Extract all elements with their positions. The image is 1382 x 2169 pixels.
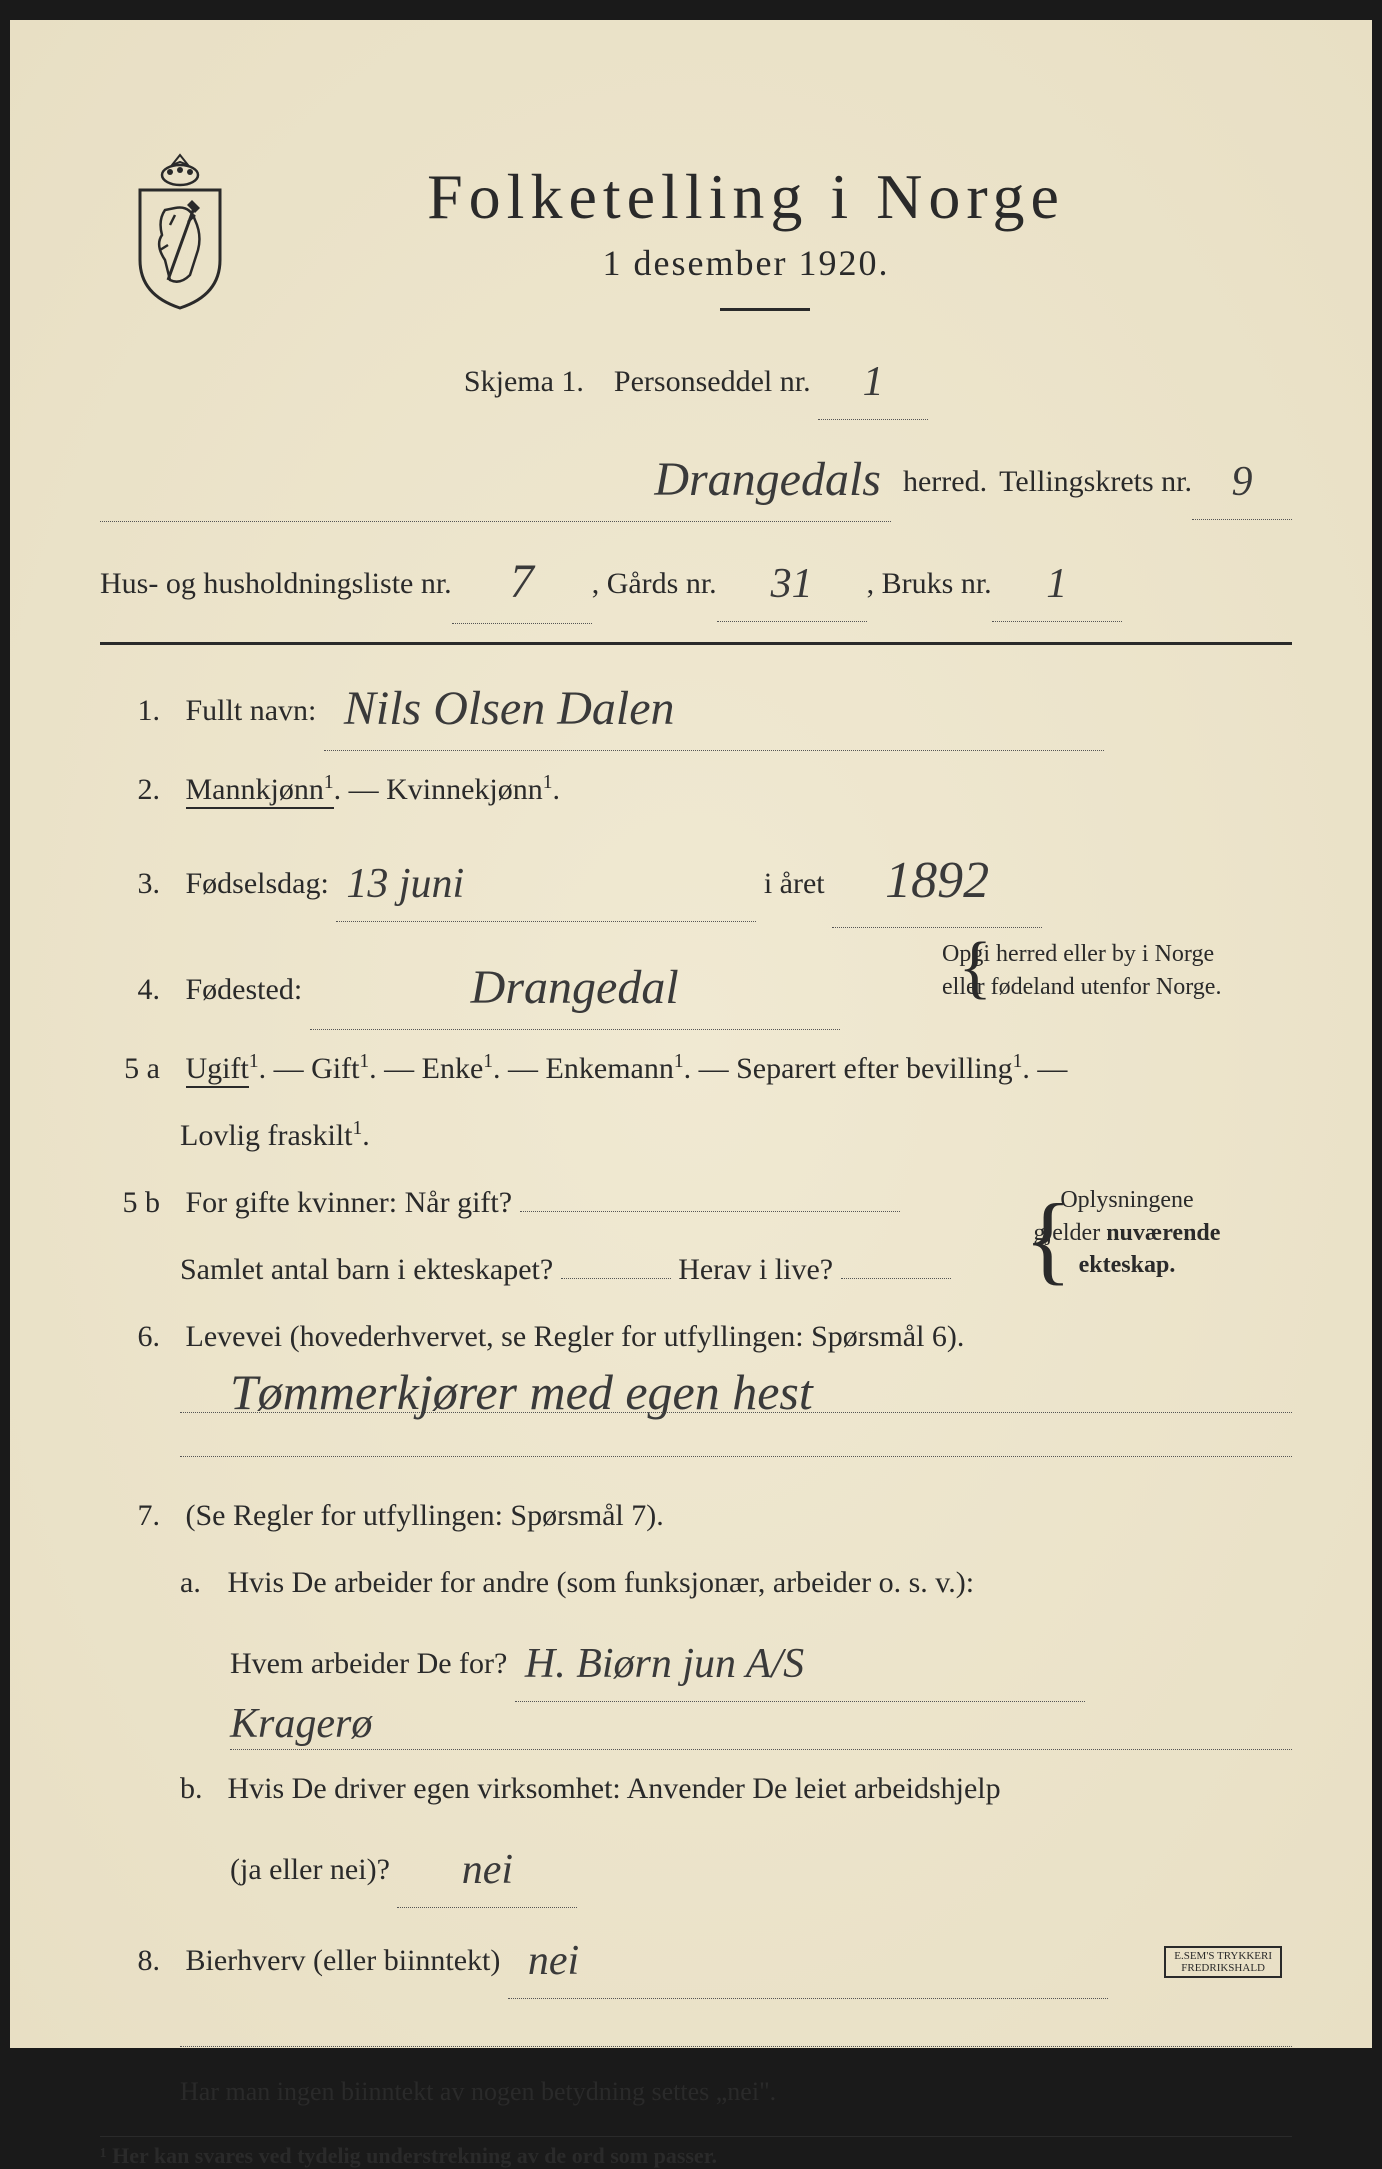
q2-sep: — [349,773,387,806]
q3-day: 13 juni [346,845,464,925]
subtitle: 1 desember 1920. [200,242,1292,284]
q5b-l2b: Herav i live? [678,1253,833,1286]
q8-line2 [180,2009,1292,2047]
coat-of-arms [120,150,240,310]
q5b-l1: For gifte kvinner: Når gift? [186,1186,513,1219]
q5b-row: 5 b For gifte kvinner: Når gift? { Oplys… [100,1174,1292,1231]
herred-row: Drangedals herred. Tellingskrets nr. 9 [100,430,1292,522]
q3-year: 1892 [885,832,989,931]
q1-value: Nils Olsen Dalen [344,663,675,754]
q4-note: Opgi herred eller by i Norge eller fødel… [942,938,1232,1003]
form-id-row: Skjema 1. Personseddel nr. 1 [100,339,1292,420]
printer-stamp: E.SEM'S TRYKKERI FREDRIKSHALD [1164,1946,1282,1978]
q1-row: 1. Fullt navn: Nils Olsen Dalen [100,659,1292,751]
slip-label: Personseddel nr. [614,365,811,398]
q7b-row1: b. Hvis De driver egen virksomhet: Anven… [100,1760,1292,1817]
q3-row: 3. Fødselsdag: 13 juni i året 1892 [100,828,1292,928]
herred-label: herred. [891,453,999,510]
q5a-row: 5 a Ugift1. — Gift1. — Enke1. — Enkemann… [100,1040,1292,1097]
q3-mid: i året [764,867,825,900]
q7a-row1: a. Hvis De arbeider for andre (som funks… [100,1554,1292,1611]
q3-num: 3. [100,855,160,912]
q2-num: 2. [100,761,160,818]
krets-nr: 9 [1232,443,1253,523]
q7a-text1: Hvis De arbeider for andre (som funksjon… [228,1566,975,1599]
q6-row: 6. Levevei (hovederhvervet, se Regler fo… [100,1308,1292,1365]
krets-label: Tellingskrets nr. [999,453,1192,510]
q2-male: Mannkjønn1 [186,773,334,809]
gard-label: , Gårds nr. [592,555,717,612]
q6-line1: Tømmerkjører med egen hest [180,1375,1292,1413]
q4-num: 4. [100,961,160,1018]
q6-num: 6. [100,1308,160,1365]
crest-svg [120,150,240,310]
bruk-nr: 1 [1046,545,1067,625]
q5a-options: Ugift1. — Gift1. — Enke1. — Enkemann1. —… [186,1052,1068,1085]
q2-female: Kvinnekjønn1. [386,773,560,806]
footnote: ¹ Her kan svares ved tydelig understrekn… [100,2136,1292,2169]
list-label: Hus- og husholdningsliste nr. [100,555,452,612]
herred-value: Drangedals [654,434,881,525]
q7b-letter: b. [180,1760,220,1817]
q7b-text1: Hvis De driver egen virksomhet: Anvender… [228,1772,1001,1805]
q7-label: (Se Regler for utfyllingen: Spørsmål 7). [186,1499,664,1532]
list-nr: 7 [510,536,534,627]
q4-label: Fødested: [186,973,303,1006]
q6-label: Levevei (hovederhvervet, se Regler for u… [186,1320,965,1353]
bottom-note: Har man ingen biinntekt av nogen betydni… [100,2067,1292,2116]
q7a-value: H. Biørn jun A/S [525,1625,804,1705]
q4-row: 4. Fødested: Drangedal { Opgi herred ell… [100,938,1292,1030]
q1-num: 1. [100,682,160,739]
q1-label: Fullt navn: [186,694,317,727]
q5a-num: 5 a [100,1040,160,1097]
title-divider [720,308,810,311]
q6-line2 [180,1419,1292,1457]
q6-value: Tømmerkjører med egen hest [230,1363,813,1421]
q7a-value2: Kragerø [230,1700,372,1748]
q2-row: 2. Mannkjønn1. — Kvinnekjønn1. [100,761,1292,818]
q8-value: nei [528,1922,579,2002]
q5a-row2: Lovlig fraskilt1. [100,1107,1292,1164]
q4-value: Drangedal [471,942,679,1033]
q7b-row2: (ja eller nei)? nei [100,1827,1292,1908]
q7b-text2: (ja eller nei)? [230,1853,390,1886]
q5a-options2: Lovlig fraskilt1. [180,1119,370,1152]
q7-num: 7. [100,1487,160,1544]
q7a-text2: Hvem arbeider De for? [230,1647,507,1680]
q8-label: Bierhverv (eller biinntekt) [186,1944,501,1977]
q5b-l2a: Samlet antal barn i ekteskapet? [180,1253,553,1286]
q8-num: 8. [100,1932,160,1989]
main-title: Folketelling i Norge [200,160,1292,234]
bruk-label: , Bruks nr. [867,555,992,612]
q5b-num: 5 b [100,1174,160,1231]
q3-label: Fødselsdag: [186,867,329,900]
q5b-row2: Samlet antal barn i ekteskapet? Herav i … [100,1241,1292,1298]
q7a-letter: a. [180,1554,220,1611]
gard-nr: 31 [771,545,813,625]
list-row: Hus- og husholdningsliste nr. 7 , Gårds … [100,532,1292,624]
q7-row: 7. (Se Regler for utfyllingen: Spørsmål … [100,1487,1292,1544]
q7b-value: nei [462,1831,513,1911]
form-label: Skjema 1. [464,365,584,398]
q8-row: 8. Bierhverv (eller biinntekt) nei [100,1918,1292,1999]
census-form-page: Folketelling i Norge 1 desember 1920. Sk… [10,20,1372,2048]
q7a-row2: Hvem arbeider De for? H. Biørn jun A/S [100,1621,1292,1702]
q7a-line2: Kragerø [230,1712,1292,1750]
section-divider [100,642,1292,645]
slip-number: 1 [863,343,884,423]
